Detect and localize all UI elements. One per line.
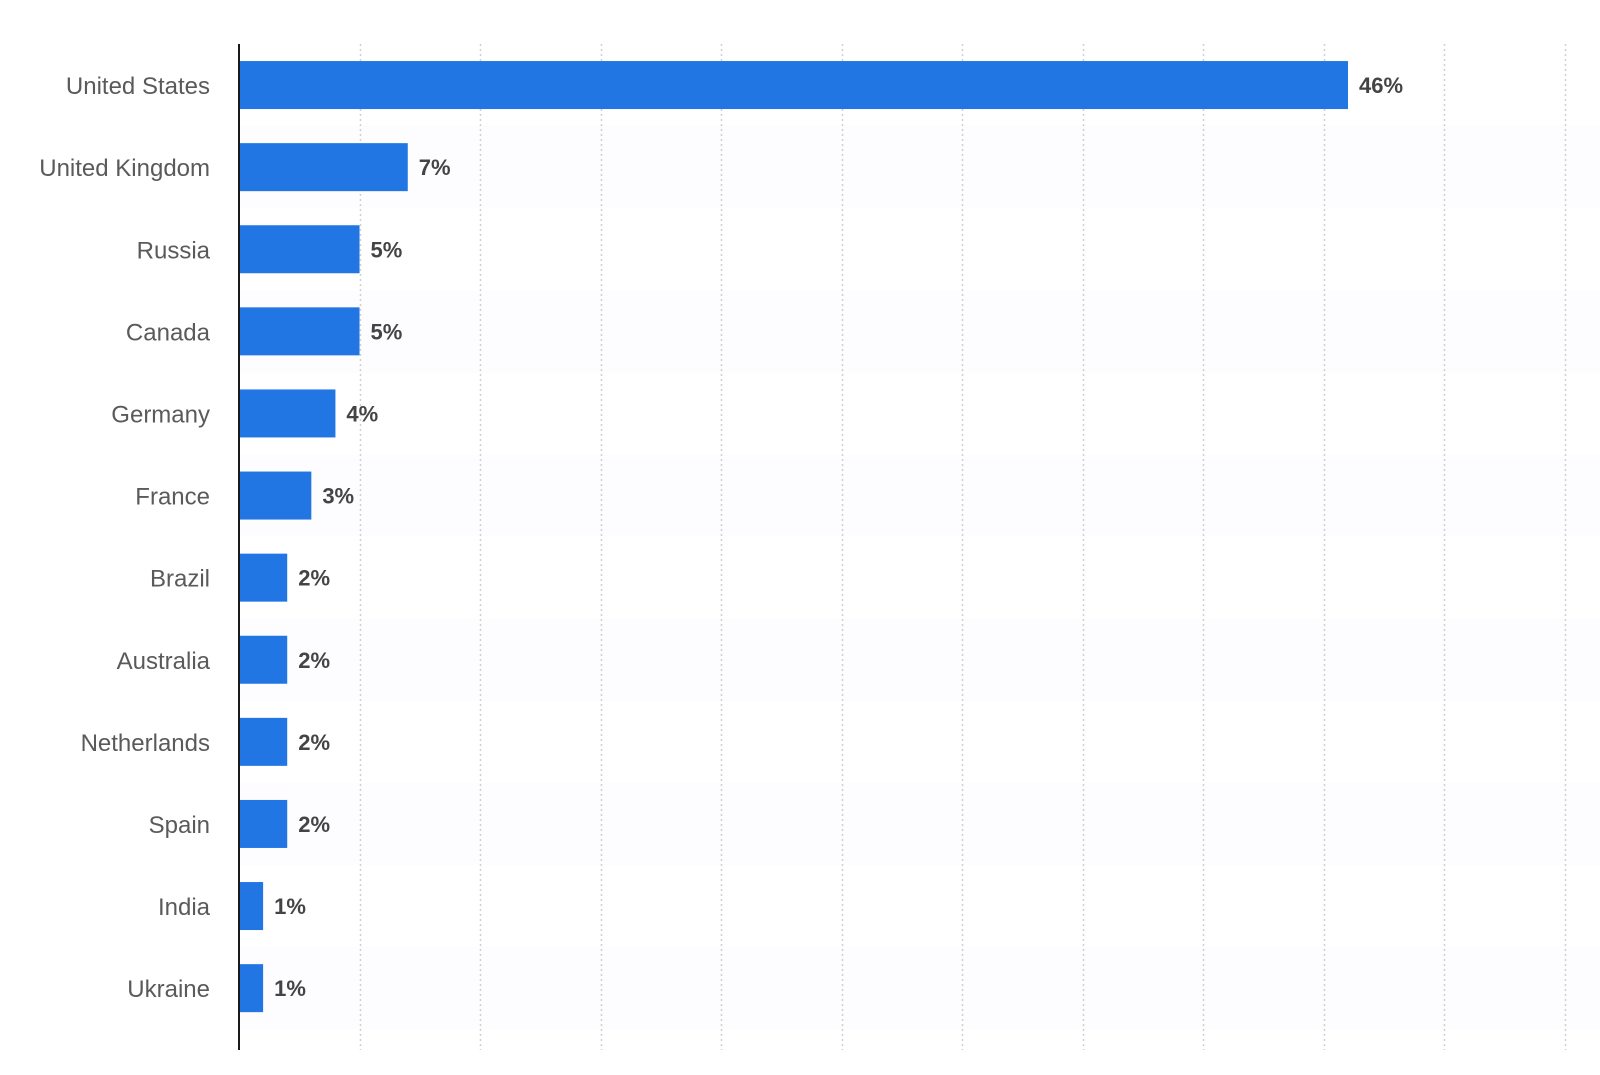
value-label: 4% <box>346 401 378 426</box>
row-band <box>239 126 1600 209</box>
bar[interactable] <box>239 225 360 274</box>
value-label: 2% <box>298 812 330 837</box>
value-label: 5% <box>371 237 403 262</box>
value-label: 1% <box>274 976 306 1001</box>
category-label: Brazil <box>150 566 210 593</box>
bar[interactable] <box>239 553 288 602</box>
category-label: Spain <box>149 812 210 839</box>
value-label: 46% <box>1359 73 1403 98</box>
category-labels: United States United Kingdom Russia Canada G… <box>39 73 210 1003</box>
category-label: United Kingdom <box>39 155 210 182</box>
category-label: Australia <box>117 648 211 675</box>
row-band <box>239 782 1600 865</box>
bar[interactable] <box>239 799 288 848</box>
bar[interactable] <box>239 143 408 192</box>
bar[interactable] <box>239 61 1348 110</box>
category-label: France <box>135 484 210 511</box>
value-label: 5% <box>371 319 403 344</box>
value-label: 2% <box>298 566 330 591</box>
bar[interactable] <box>239 964 264 1013</box>
category-label: Russia <box>137 237 211 264</box>
value-label: 3% <box>322 484 354 509</box>
bar[interactable] <box>239 471 312 520</box>
value-label: 2% <box>298 730 330 755</box>
value-label: 1% <box>274 894 306 919</box>
category-label: United States <box>66 73 210 100</box>
row-band <box>239 947 1600 1030</box>
bar[interactable] <box>239 635 288 684</box>
bar[interactable] <box>239 389 336 438</box>
category-label: Netherlands <box>81 730 210 757</box>
category-label: Canada <box>126 319 211 346</box>
category-label: Germany <box>111 401 210 428</box>
category-label: Ukraine <box>127 976 210 1003</box>
bar[interactable] <box>239 307 360 356</box>
row-band <box>239 454 1600 537</box>
bars <box>239 61 1348 1013</box>
value-label: 7% <box>419 155 451 180</box>
value-label: 2% <box>298 648 330 673</box>
bar[interactable] <box>239 717 288 766</box>
row-bands <box>239 126 1600 1030</box>
value-labels: 46% 7% 5% 5% 4% 3% 2% 2% 2% 2% 1% 1% <box>274 73 1403 1001</box>
bar[interactable] <box>239 882 264 931</box>
category-label: India <box>158 894 211 921</box>
row-band <box>239 618 1600 701</box>
row-band <box>239 290 1600 373</box>
